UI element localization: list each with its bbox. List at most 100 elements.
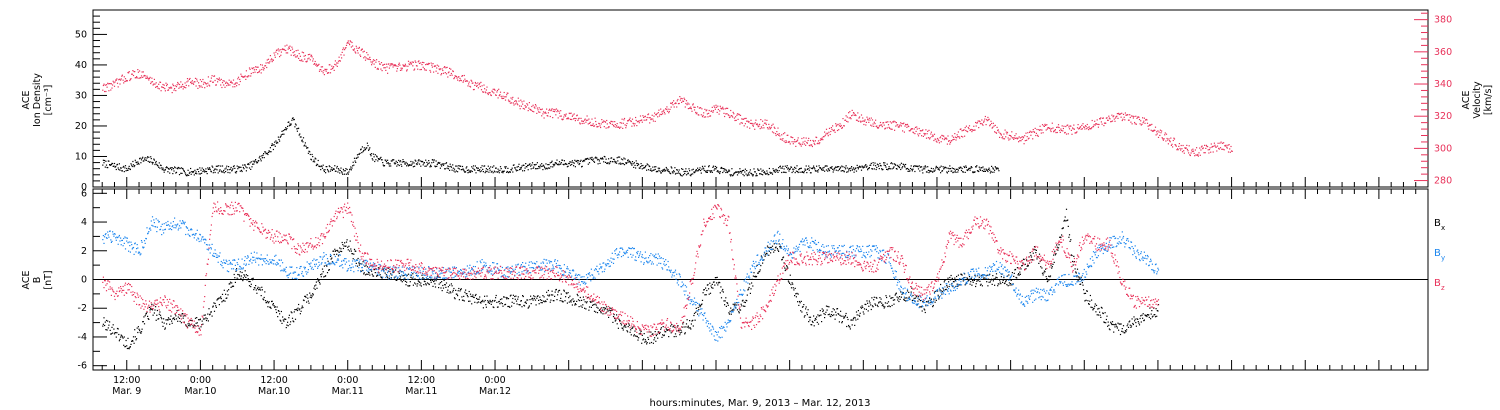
density-point [813,167,815,169]
velocity-point [372,60,374,62]
density-point [812,167,814,169]
velocity-point [166,85,168,87]
velocity-point [105,90,107,93]
density-point [876,166,878,169]
density-point [935,165,937,167]
bx-point [469,293,472,295]
bx-point [857,318,859,320]
bx-point [320,274,322,276]
velocity-point [137,71,139,73]
density-point [654,168,656,170]
bx-point [504,304,506,306]
density-point [248,167,251,169]
bx-point [258,288,260,291]
bx-point [534,296,536,298]
density-point [235,172,237,174]
velocity-point [736,113,739,115]
bx-point [835,314,837,316]
velocity-point [132,70,134,72]
velocity-point [354,51,356,53]
density-point [501,170,503,172]
density-point [732,175,734,177]
bx-point [1091,299,1093,301]
velocity-point [140,77,142,79]
velocity-point [347,41,349,44]
bx-point [221,293,224,295]
density-point [514,167,516,169]
density-point [239,170,241,172]
velocity-point [643,116,645,118]
density-point [701,165,704,167]
density-point [690,175,692,177]
density-point [482,168,484,170]
density-point [468,169,470,171]
density-point [877,164,879,166]
velocity-point [580,117,582,119]
density-point [340,167,342,169]
velocity-point [1154,126,1157,128]
bx-point [364,274,367,276]
velocity-point [402,64,404,66]
density-point [746,175,748,177]
bx-point [800,300,802,302]
bx-point [241,271,243,274]
velocity-point [341,57,343,59]
velocity-point [898,126,900,128]
density-point [310,159,313,161]
density-point [504,166,506,168]
bx-point [415,283,417,285]
bx-point [314,288,316,290]
bx-point [184,314,186,316]
bx-point [566,293,568,295]
velocity-point [881,124,883,126]
velocity-point [1197,155,1199,157]
density-point [543,165,545,167]
velocity-point [232,79,235,81]
bx-point [358,262,360,264]
velocity-point [377,67,379,69]
velocity-point [410,63,413,65]
velocity-point [995,131,997,134]
density-point [881,168,883,170]
density-point [578,163,580,166]
bx-point [132,340,134,342]
density-point [107,160,109,162]
velocity-point [980,122,982,125]
velocity-point [800,145,802,147]
density-point [786,165,788,167]
velocity-point [541,115,543,117]
bx-point [449,291,451,293]
velocity-point [461,75,464,77]
bx-point [824,313,826,316]
velocity-point [1129,116,1131,119]
velocity-point [627,120,629,122]
bx-point [1062,227,1064,229]
density-point [404,163,406,165]
velocity-point [431,64,433,66]
density-point [707,169,709,172]
velocity-point [725,107,727,109]
velocity-point [235,82,237,84]
density-point [377,160,379,162]
density-point [347,173,349,175]
velocity-point [734,119,736,122]
velocity-point [1025,132,1027,134]
velocity-point [171,92,173,94]
velocity-point [314,60,316,63]
density-point [409,164,411,166]
bx-point [460,289,462,291]
velocity-point [538,111,540,113]
velocity-point [173,89,175,91]
bx-point [776,248,778,250]
velocity-point [245,78,247,80]
velocity-point [1163,138,1165,140]
bx-point [366,266,368,268]
velocity-point [1065,125,1067,128]
velocity-point [391,63,394,65]
bx-point [1035,252,1037,254]
bx-point [352,253,354,255]
density-point [360,149,362,151]
bx-point [848,326,850,328]
density-point [228,166,230,168]
bx-point [604,307,606,309]
